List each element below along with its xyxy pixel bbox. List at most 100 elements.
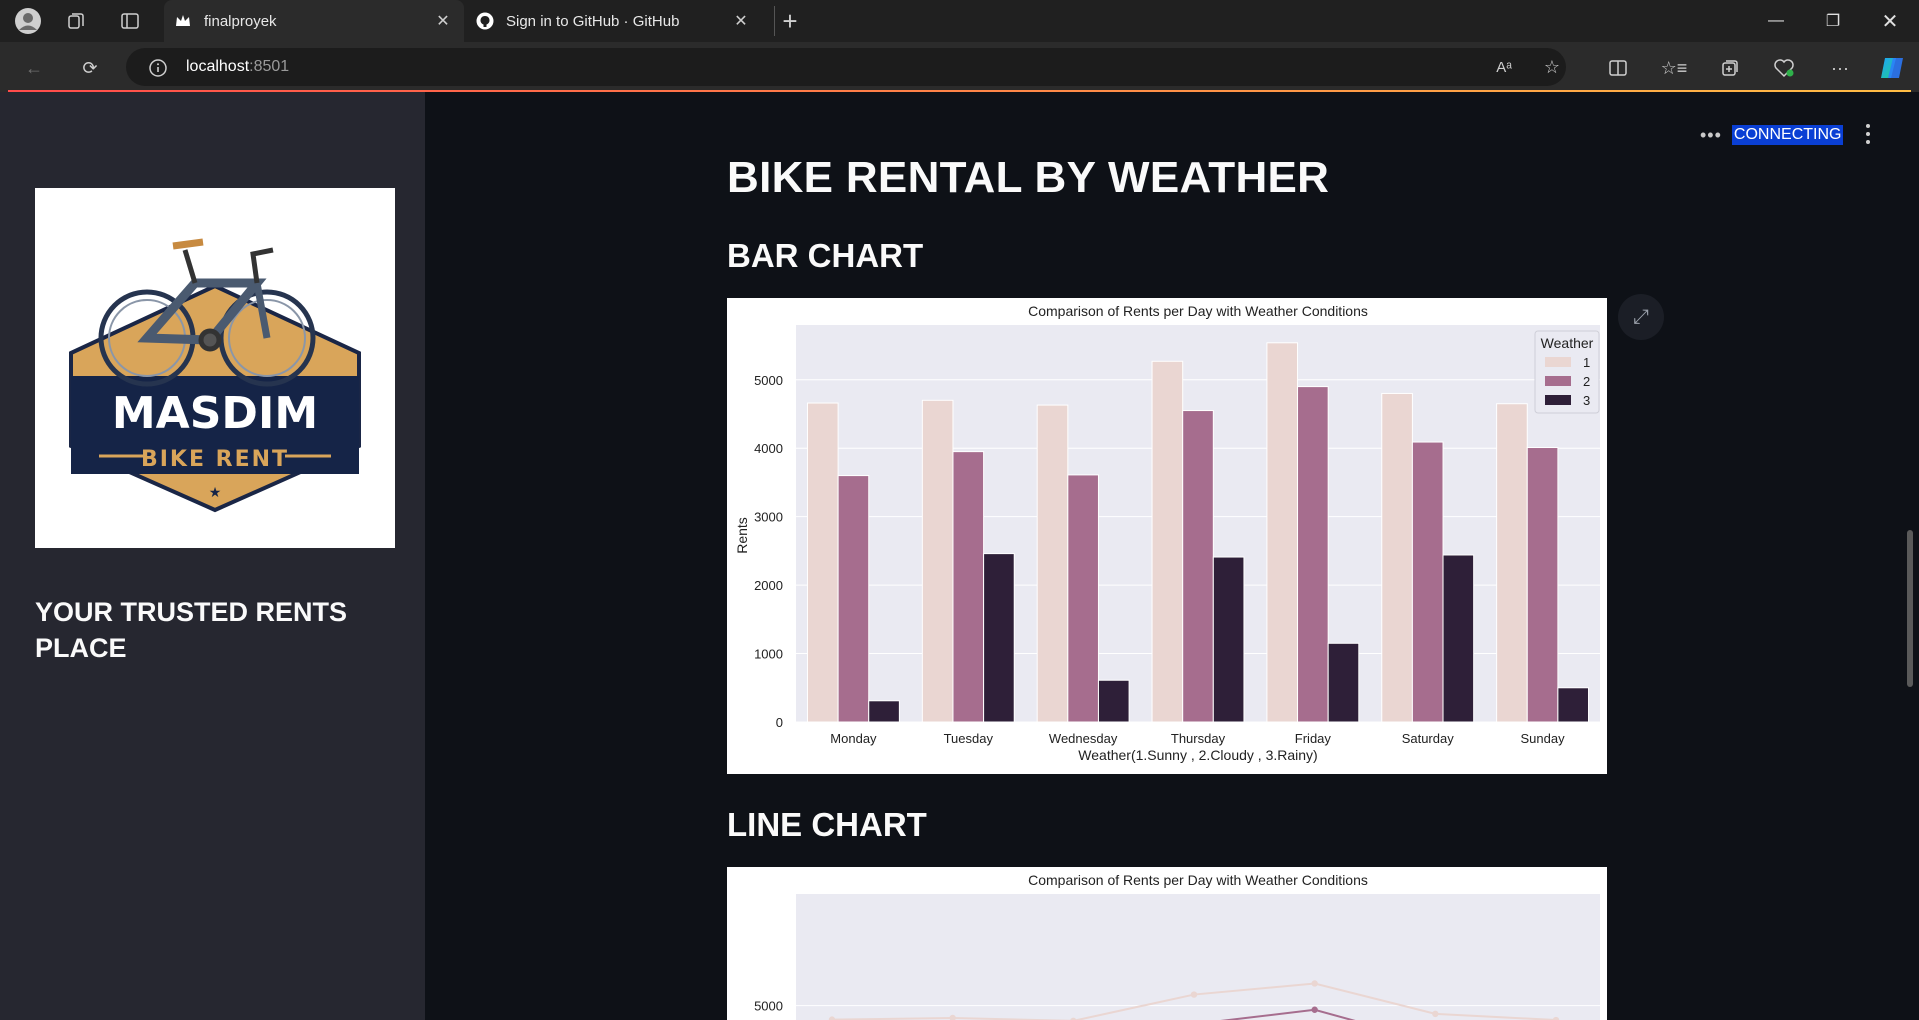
main-menu-button[interactable]: [1856, 118, 1880, 150]
y-tick-label: 5000: [754, 373, 783, 388]
logo-subtitle: BIKE RENT: [141, 447, 289, 472]
bar-chart: Comparison of Rents per Day with Weather…: [727, 298, 1607, 774]
favorites-icon[interactable]: ☆≡: [1660, 57, 1688, 78]
bar-tuesday-weather-1: [921, 399, 954, 723]
bar-saturday-weather-2: [1411, 441, 1444, 723]
legend-label-3: 3: [1583, 393, 1590, 408]
chart-title: Comparison of Rents per Day with Weather…: [1028, 872, 1368, 888]
bar-tuesday-weather-3: [983, 553, 1015, 723]
point-sunday-weather-1: [1552, 1016, 1560, 1020]
url-text: localhost:8501: [186, 58, 289, 76]
bar-monday-weather-2: [837, 475, 870, 723]
bar-wednesday-weather-1: [1036, 404, 1069, 723]
bar-sunday-weather-3: [1557, 687, 1590, 723]
bar-friday-weather-3: [1327, 642, 1360, 723]
y-axis-label: Rents: [734, 517, 750, 554]
copilot-icon[interactable]: [1876, 52, 1908, 84]
x-tick-label: Thursday: [1171, 731, 1226, 746]
legend-swatch-2: [1545, 376, 1571, 386]
point-thursday-weather-1: [1190, 991, 1198, 998]
crown-icon: [174, 12, 192, 30]
bar-chart-heading: BAR CHART: [727, 237, 924, 274]
bar-saturday-weather-3: [1442, 554, 1475, 723]
site-info-icon[interactable]: [142, 52, 174, 84]
divider: [774, 6, 804, 36]
app-top-decoration: [8, 90, 1911, 92]
line-chart-heading: LINE CHART: [727, 806, 927, 843]
sidebar: MASDIM BIKE RENT ★ YOUR TRUSTED RENTS PL…: [0, 92, 425, 1020]
browser-tab-bar: finalproyek ✕ Sign in to GitHub · GitHub…: [0, 0, 1919, 42]
bar-wednesday-weather-3: [1097, 679, 1130, 723]
y-tick-label: 4000: [754, 441, 783, 456]
tab-finalproyek[interactable]: finalproyek ✕: [164, 0, 464, 42]
x-tick-label: Saturday: [1402, 731, 1455, 746]
github-icon: [476, 12, 494, 30]
fullscreen-expand-icon[interactable]: ⤢: [1618, 294, 1664, 340]
tab-github[interactable]: Sign in to GitHub · GitHub ✕: [466, 0, 762, 42]
bar-friday-weather-1: [1266, 342, 1299, 723]
legend-label-1: 1: [1583, 355, 1590, 370]
workspaces-icon[interactable]: [60, 6, 92, 36]
chart-title: Comparison of Rents per Day with Weather…: [1028, 303, 1368, 319]
split-screen-icon[interactable]: [1602, 52, 1634, 84]
x-tick-label: Monday: [830, 731, 877, 746]
plot-area: [796, 894, 1600, 1020]
legend-label-2: 2: [1583, 374, 1590, 389]
line-chart-svg: Comparison of Rents per Day with Weather…: [754, 872, 1600, 1020]
close-tab-icon[interactable]: ✕: [734, 13, 748, 30]
running-dots-icon: •••: [1700, 124, 1722, 145]
y-tick-label: 3000: [754, 510, 783, 525]
y-tick-label: 1000: [754, 647, 783, 662]
back-icon[interactable]: ←: [25, 57, 43, 78]
bar-monday-weather-3: [868, 700, 900, 723]
connection-status: CONNECTING: [1731, 125, 1844, 145]
minimize-icon[interactable]: —: [1768, 12, 1784, 29]
close-tab-icon[interactable]: ✕: [436, 13, 450, 30]
bar-thursday-weather-2: [1182, 410, 1214, 723]
point-wednesday-weather-1: [1070, 1017, 1077, 1020]
profile-avatar-icon[interactable]: [12, 6, 44, 36]
y-tick-label: 0: [776, 715, 783, 730]
url-host: localhost: [186, 58, 250, 75]
x-tick-label: Tuesday: [944, 731, 994, 746]
legend-swatch-3: [1545, 395, 1571, 405]
bar-tuesday-weather-2: [952, 451, 985, 723]
bar-monday-weather-1: [806, 402, 839, 723]
bar-sunday-weather-1: [1496, 403, 1528, 723]
url-field[interactable]: localhost:8501 Aᵃ ☆: [126, 48, 1566, 86]
bar-thursday-weather-3: [1212, 556, 1245, 723]
more-options-icon[interactable]: ···: [1831, 57, 1849, 78]
bar-chart-svg: Comparison of Rents per Day with Weather…: [734, 303, 1600, 763]
restore-icon[interactable]: ❐: [1825, 13, 1841, 30]
y-tick-label: 2000: [754, 578, 783, 593]
tab-title: finalproyek: [204, 12, 277, 30]
collections-icon[interactable]: [1714, 52, 1746, 84]
y-tick-label: 5000: [754, 999, 783, 1014]
vertical-tabs-icon[interactable]: [114, 6, 146, 36]
bicycle-icon: [98, 238, 316, 387]
new-tab-icon[interactable]: +: [782, 5, 798, 36]
bar-friday-weather-2: [1297, 386, 1329, 723]
x-axis-label: Weather(1.Sunny , 2.Cloudy , 3.Rainy): [1078, 747, 1317, 763]
point-tuesday-weather-1: [949, 1014, 956, 1020]
bar-saturday-weather-1: [1381, 392, 1413, 723]
bar-wednesday-weather-2: [1067, 474, 1099, 723]
x-tick-label: Sunday: [1521, 731, 1566, 746]
logo-title: MASDIM: [112, 388, 318, 439]
logo-image: MASDIM BIKE RENT ★: [35, 188, 395, 548]
browser-essentials-icon[interactable]: [1768, 52, 1800, 84]
refresh-icon[interactable]: ⟳: [82, 57, 98, 78]
browser-address-bar: ← ⟳ localhost:8501 Aᵃ ☆ ☆≡ ···: [0, 42, 1919, 92]
page-title: BIKE RENTAL BY WEATHER: [727, 153, 1330, 202]
legend-title: Weather: [1541, 335, 1594, 351]
read-aloud-icon[interactable]: Aᵃ: [1496, 58, 1512, 76]
legend-box: [1534, 330, 1600, 414]
window-close-icon[interactable]: ✕: [1881, 10, 1899, 33]
legend-swatch-1: [1545, 357, 1571, 367]
bar-thursday-weather-1: [1151, 360, 1184, 723]
point-monday-weather-1: [828, 1016, 836, 1020]
point-friday-weather-2: [1311, 1006, 1318, 1013]
scrollbar-thumb[interactable]: [1907, 530, 1913, 687]
status-widget: ••• CONNECTING: [1700, 124, 1844, 146]
favorite-star-icon[interactable]: ☆: [1543, 56, 1561, 77]
